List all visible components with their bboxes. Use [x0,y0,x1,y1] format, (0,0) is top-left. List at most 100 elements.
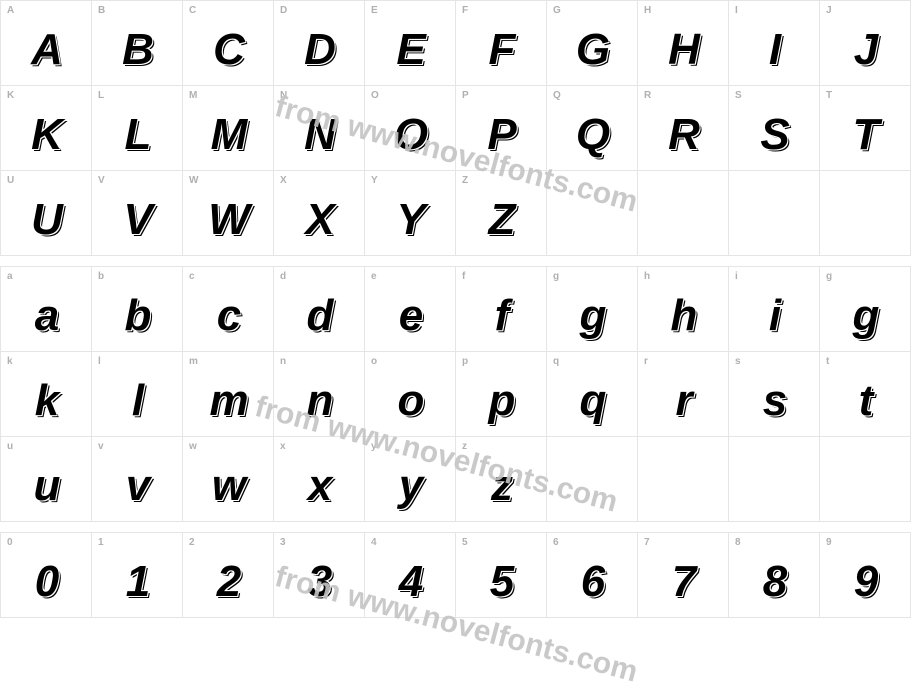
char-label: t [826,356,829,367]
char-label: 5 [462,537,468,548]
char-glyph: w [183,461,273,511]
char-label: F [462,5,468,16]
char-cell: gg [820,267,911,352]
char-cell: DD [274,1,365,86]
char-cell: 77 [638,533,729,618]
char-glyph: S [729,110,819,160]
char-label: 9 [826,537,832,548]
char-cell: dd [274,267,365,352]
char-cell: 33 [274,533,365,618]
section-gap [0,522,911,532]
char-label: g [553,271,559,282]
char-glyph: 2 [183,557,273,607]
char-label: T [826,90,832,101]
char-cell: GG [547,1,638,86]
char-glyph: Q [547,110,637,160]
char-cell: oo [365,352,456,437]
char-glyph: m [183,376,273,426]
char-glyph: A [1,25,91,75]
char-glyph: P [456,110,546,160]
char-label: w [189,441,197,452]
char-glyph: 0 [1,557,91,607]
char-glyph: e [365,291,455,341]
char-cell: AA [1,1,92,86]
char-label: o [371,356,377,367]
char-glyph: E [365,25,455,75]
char-label: i [735,271,738,282]
char-label: Q [553,90,561,101]
char-label: u [7,441,13,452]
char-label: H [644,5,651,16]
char-label: A [7,5,14,16]
char-glyph: s [729,376,819,426]
char-glyph: B [92,25,182,75]
char-label: W [189,175,198,186]
char-label: k [7,356,13,367]
char-cell: nn [274,352,365,437]
char-glyph: X [274,195,364,245]
char-label: I [735,5,738,16]
char-glyph: t [820,376,910,426]
char-cell: UU [1,171,92,256]
char-glyph: n [274,376,364,426]
char-cell: bb [92,267,183,352]
char-glyph: p [456,376,546,426]
char-label: 1 [98,537,104,548]
char-label: r [644,356,648,367]
char-cell: vv [92,437,183,522]
char-cell: tt [820,352,911,437]
char-glyph: V [92,195,182,245]
char-cell: RR [638,86,729,171]
char-glyph: k [1,376,91,426]
char-glyph: H [638,25,728,75]
char-cell [638,437,729,522]
char-glyph: x [274,461,364,511]
char-glyph: 6 [547,557,637,607]
char-glyph: O [365,110,455,160]
char-label: a [7,271,13,282]
char-label: n [280,356,286,367]
char-glyph: b [92,291,182,341]
char-label: X [280,175,287,186]
char-label: U [7,175,14,186]
char-label: 7 [644,537,650,548]
char-cell: ff [456,267,547,352]
char-glyph: Z [456,195,546,245]
char-label: D [280,5,287,16]
char-cell: WW [183,171,274,256]
char-label: q [553,356,559,367]
char-cell: 88 [729,533,820,618]
char-cell: CC [183,1,274,86]
char-cell: xx [274,437,365,522]
char-cell: TT [820,86,911,171]
char-cell: ee [365,267,456,352]
char-cell: mm [183,352,274,437]
char-label: 8 [735,537,741,548]
char-glyph: 4 [365,557,455,607]
char-glyph: y [365,461,455,511]
char-label: K [7,90,14,101]
char-label: M [189,90,197,101]
char-glyph: F [456,25,546,75]
char-label: c [189,271,195,282]
char-glyph: W [183,195,273,245]
char-cell [820,171,911,256]
char-cell: 55 [456,533,547,618]
char-cell: 22 [183,533,274,618]
char-cell: NN [274,86,365,171]
char-cell: gg [547,267,638,352]
char-glyph: R [638,110,728,160]
char-glyph: U [1,195,91,245]
char-cell: uu [1,437,92,522]
char-label: d [280,271,286,282]
char-glyph: T [820,110,910,160]
char-glyph: f [456,291,546,341]
char-glyph: 1 [92,557,182,607]
char-cell: II [729,1,820,86]
char-glyph: 9 [820,557,910,607]
char-cell: YY [365,171,456,256]
char-glyph: C [183,25,273,75]
char-label: s [735,356,741,367]
char-label: P [462,90,469,101]
char-cell [820,437,911,522]
